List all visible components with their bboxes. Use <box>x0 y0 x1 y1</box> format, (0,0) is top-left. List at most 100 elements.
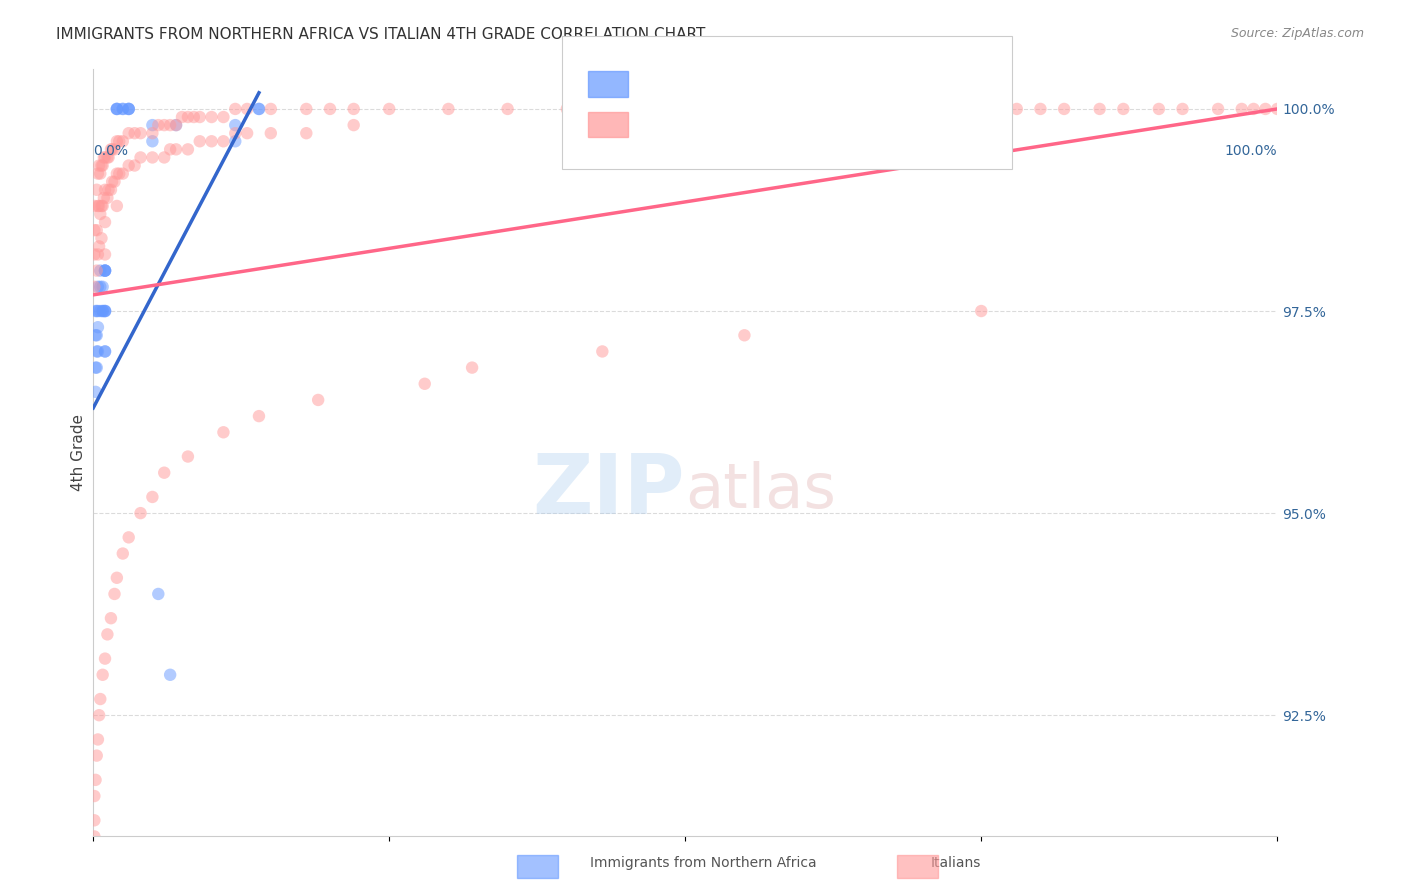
Point <box>83 854 105 868</box>
Point <box>413 376 436 391</box>
Point <box>89 207 111 221</box>
Point <box>94 263 117 277</box>
Point <box>105 102 128 116</box>
Text: Source: ZipAtlas.com: Source: ZipAtlas.com <box>1230 27 1364 40</box>
Point <box>224 118 246 132</box>
Point <box>111 102 134 116</box>
Point <box>105 571 128 585</box>
Point <box>91 304 114 318</box>
Text: R = 0.719    N = 135: R = 0.719 N = 135 <box>637 118 796 132</box>
Point <box>247 409 270 423</box>
Point <box>111 134 134 148</box>
Point <box>307 392 329 407</box>
Point <box>91 279 114 293</box>
Point <box>86 183 108 197</box>
Point <box>89 279 111 293</box>
Point <box>1053 102 1076 116</box>
Text: 44: 44 <box>747 78 770 92</box>
Point <box>224 102 246 116</box>
Point <box>118 530 141 544</box>
Point <box>343 118 366 132</box>
Point <box>1171 102 1194 116</box>
Point <box>159 118 181 132</box>
Point <box>86 263 108 277</box>
Text: 0.719: 0.719 <box>668 118 711 132</box>
Point <box>83 247 105 261</box>
Point <box>815 102 838 116</box>
Point <box>86 223 108 237</box>
Point <box>89 304 111 318</box>
Point <box>94 304 117 318</box>
Text: IMMIGRANTS FROM NORTHERN AFRICA VS ITALIAN 4TH GRADE CORRELATION CHART: IMMIGRANTS FROM NORTHERN AFRICA VS ITALI… <box>56 27 706 42</box>
Point <box>170 110 193 124</box>
Point <box>87 199 110 213</box>
Point <box>91 304 114 318</box>
Point <box>188 134 211 148</box>
Text: R =: R = <box>637 118 671 132</box>
Point <box>87 344 110 359</box>
Point <box>94 183 117 197</box>
Point <box>141 151 163 165</box>
Point <box>177 110 200 124</box>
Point <box>103 175 125 189</box>
Point <box>124 126 146 140</box>
Point <box>105 102 128 116</box>
Point <box>124 159 146 173</box>
Point <box>183 110 205 124</box>
Point <box>86 304 108 318</box>
Point <box>1005 102 1028 116</box>
Point <box>247 102 270 116</box>
Point <box>148 118 170 132</box>
Point <box>87 732 110 747</box>
Point <box>200 134 222 148</box>
Point <box>200 110 222 124</box>
Point <box>83 814 105 828</box>
Point <box>87 279 110 293</box>
Point <box>129 506 152 520</box>
Point <box>93 151 115 165</box>
Point <box>83 199 105 213</box>
Text: N =: N = <box>717 118 751 132</box>
Point <box>212 110 235 124</box>
Point <box>911 102 934 116</box>
Text: N =: N = <box>717 78 751 92</box>
Point <box>224 126 246 140</box>
Point <box>87 708 110 723</box>
Point <box>94 247 117 261</box>
Point <box>141 118 163 132</box>
Point <box>496 102 519 116</box>
Point <box>461 360 484 375</box>
Point <box>89 167 111 181</box>
Point <box>1206 102 1229 116</box>
Point <box>378 102 401 116</box>
Point <box>579 102 602 116</box>
Point <box>141 126 163 140</box>
Point <box>105 167 128 181</box>
Point <box>555 102 578 116</box>
Point <box>970 102 993 116</box>
Text: 100.0%: 100.0% <box>1225 144 1277 158</box>
Point <box>105 134 128 148</box>
Point <box>94 151 117 165</box>
Point <box>94 304 117 318</box>
Point <box>148 587 170 601</box>
Point <box>129 151 152 165</box>
Text: Italians: Italians <box>931 855 981 870</box>
Text: 0.568: 0.568 <box>668 78 711 92</box>
Point <box>118 102 141 116</box>
Point <box>84 384 107 399</box>
Point <box>103 142 125 156</box>
Point <box>177 450 200 464</box>
Point <box>90 231 112 245</box>
Point <box>697 102 720 116</box>
Point <box>94 263 117 277</box>
Point <box>94 215 117 229</box>
Point <box>153 118 176 132</box>
Point <box>118 102 141 116</box>
Point <box>96 191 118 205</box>
Text: Immigrants from Northern Africa: Immigrants from Northern Africa <box>589 855 817 870</box>
Point <box>1088 102 1111 116</box>
Point <box>97 151 120 165</box>
Point <box>212 425 235 440</box>
Point <box>96 151 118 165</box>
